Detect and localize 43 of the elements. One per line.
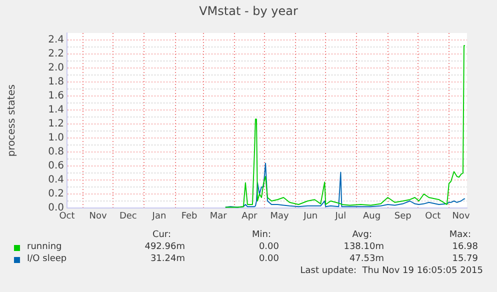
- text: 138.10m: [344, 242, 384, 252]
- text: 16.98: [452, 242, 478, 252]
- x-tick-label: Mar: [210, 212, 228, 222]
- y-tick-label: 0.8: [48, 146, 64, 158]
- text: 31.24m: [150, 254, 185, 264]
- y-axis-title: process states: [6, 84, 18, 157]
- x-tick-label: May: [270, 212, 290, 222]
- text: Max:: [449, 230, 471, 240]
- y-tick-label: 1.4: [48, 104, 64, 116]
- chart-title: VMstat - by year: [198, 4, 299, 18]
- x-tick-label: Apr: [242, 212, 258, 222]
- text: 15.79: [452, 254, 478, 264]
- text: 0.00: [258, 254, 279, 264]
- x-tick-label: Nov: [452, 212, 470, 222]
- y-tick-label: 2.2: [48, 48, 64, 60]
- legend-label: running: [27, 242, 62, 252]
- x-tick-label: Aug: [362, 212, 381, 222]
- y-tick-label: 2.0: [48, 62, 64, 74]
- x-tick-label: Sep: [394, 212, 412, 222]
- y-tick-label: 1.0: [48, 132, 64, 144]
- x-tick-label: Oct: [59, 212, 76, 222]
- x-tick-label: Nov: [89, 212, 108, 222]
- x-tick-label: Jan: [151, 212, 166, 222]
- text: Avg:: [352, 230, 372, 240]
- text: Last update: Thu Nov 19 16:05:05 2015: [300, 266, 483, 276]
- y-tick-label: 1.6: [48, 90, 64, 102]
- y-tick-label: 0.4: [48, 174, 64, 186]
- y-tick-label: 1.8: [48, 76, 64, 88]
- text: 492.96m: [144, 242, 185, 252]
- text: Min:: [252, 230, 271, 240]
- y-tick-label: 1.2: [48, 118, 64, 130]
- x-tick-label: Feb: [181, 212, 198, 222]
- y-tick-label: 2.4: [48, 34, 64, 46]
- text: 47.53m: [349, 254, 384, 264]
- legend-label: I/O sleep: [27, 254, 67, 264]
- x-tick-label: Oct: [425, 212, 442, 222]
- x-tick-label: Jul: [334, 212, 346, 222]
- text: Cur:: [152, 230, 171, 240]
- y-tick-label: 0.2: [48, 188, 64, 200]
- text: 0.00: [258, 242, 279, 252]
- x-tick-label: Dec: [119, 212, 137, 222]
- x-tick-label: Jun: [302, 212, 318, 222]
- y-tick-label: 0.6: [48, 160, 64, 172]
